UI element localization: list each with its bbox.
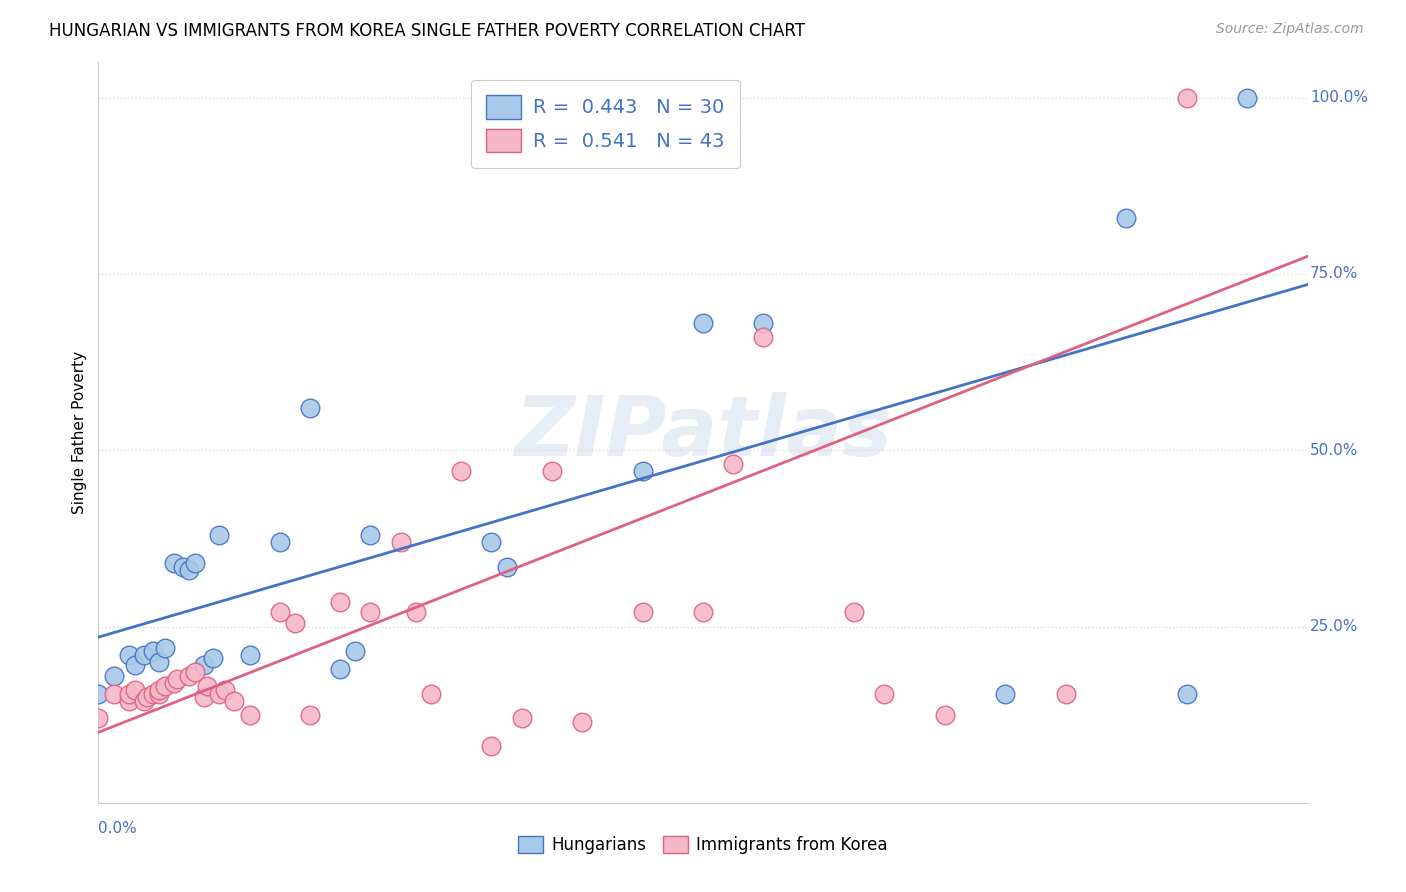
Point xyxy=(208,686,231,700)
Point xyxy=(224,693,246,707)
Point xyxy=(239,707,262,722)
Point xyxy=(184,665,207,680)
Point xyxy=(450,464,472,478)
Point xyxy=(1175,91,1198,105)
Point xyxy=(873,686,896,700)
Point xyxy=(142,644,165,658)
Point xyxy=(132,693,155,707)
Point xyxy=(103,686,125,700)
Point xyxy=(142,686,165,700)
Point xyxy=(148,686,170,700)
Point xyxy=(510,711,533,725)
Text: 25.0%: 25.0% xyxy=(1310,619,1358,634)
Point xyxy=(179,669,201,683)
Point xyxy=(153,640,176,655)
Point xyxy=(284,615,307,630)
Point xyxy=(118,686,141,700)
Point xyxy=(172,559,194,574)
Y-axis label: Single Father Poverty: Single Father Poverty xyxy=(72,351,87,514)
Point xyxy=(571,714,593,729)
Point xyxy=(208,528,231,542)
Point xyxy=(495,559,517,574)
Point xyxy=(405,606,427,620)
Point xyxy=(87,711,110,725)
Point xyxy=(540,464,562,478)
Point xyxy=(329,595,352,609)
Text: Source: ZipAtlas.com: Source: ZipAtlas.com xyxy=(1216,22,1364,37)
Point xyxy=(299,401,322,415)
Legend: Hungarians, Immigrants from Korea: Hungarians, Immigrants from Korea xyxy=(512,830,894,861)
Point xyxy=(103,669,125,683)
Point xyxy=(389,535,412,549)
Point xyxy=(1115,211,1137,225)
Point xyxy=(723,458,745,472)
Point xyxy=(269,535,291,549)
Point xyxy=(148,655,170,669)
Point xyxy=(481,739,503,754)
Point xyxy=(692,316,714,330)
Point xyxy=(994,686,1017,700)
Point xyxy=(360,606,382,620)
Text: HUNGARIAN VS IMMIGRANTS FROM KOREA SINGLE FATHER POVERTY CORRELATION CHART: HUNGARIAN VS IMMIGRANTS FROM KOREA SINGL… xyxy=(49,22,806,40)
Point xyxy=(420,686,443,700)
Point xyxy=(360,528,382,542)
Point xyxy=(166,673,188,687)
Point xyxy=(153,680,176,694)
Text: 50.0%: 50.0% xyxy=(1310,442,1358,458)
Point xyxy=(184,556,207,570)
Point xyxy=(692,606,714,620)
Point xyxy=(195,680,218,694)
Point xyxy=(481,535,503,549)
Point xyxy=(299,707,322,722)
Point xyxy=(269,606,291,620)
Point xyxy=(631,464,654,478)
Text: 100.0%: 100.0% xyxy=(1310,90,1368,105)
Point xyxy=(329,662,352,676)
Point xyxy=(202,651,225,665)
Point xyxy=(179,563,201,577)
Point xyxy=(148,683,170,698)
Point xyxy=(344,644,367,658)
Point xyxy=(631,606,654,620)
Point xyxy=(163,556,186,570)
Point xyxy=(239,648,262,662)
Point xyxy=(1054,686,1077,700)
Point xyxy=(752,316,775,330)
Point xyxy=(844,606,866,620)
Point xyxy=(193,690,215,704)
Point xyxy=(124,658,146,673)
Point xyxy=(214,683,236,698)
Point xyxy=(124,683,146,698)
Text: 0.0%: 0.0% xyxy=(98,822,138,837)
Point xyxy=(118,648,141,662)
Point xyxy=(163,676,186,690)
Point xyxy=(752,330,775,344)
Point xyxy=(193,658,215,673)
Point xyxy=(132,648,155,662)
Point xyxy=(1175,686,1198,700)
Point xyxy=(87,686,110,700)
Point xyxy=(135,690,157,704)
Text: 75.0%: 75.0% xyxy=(1310,267,1358,282)
Point xyxy=(934,707,956,722)
Point xyxy=(1236,91,1258,105)
Text: ZIPatlas: ZIPatlas xyxy=(515,392,891,473)
Point xyxy=(118,693,141,707)
